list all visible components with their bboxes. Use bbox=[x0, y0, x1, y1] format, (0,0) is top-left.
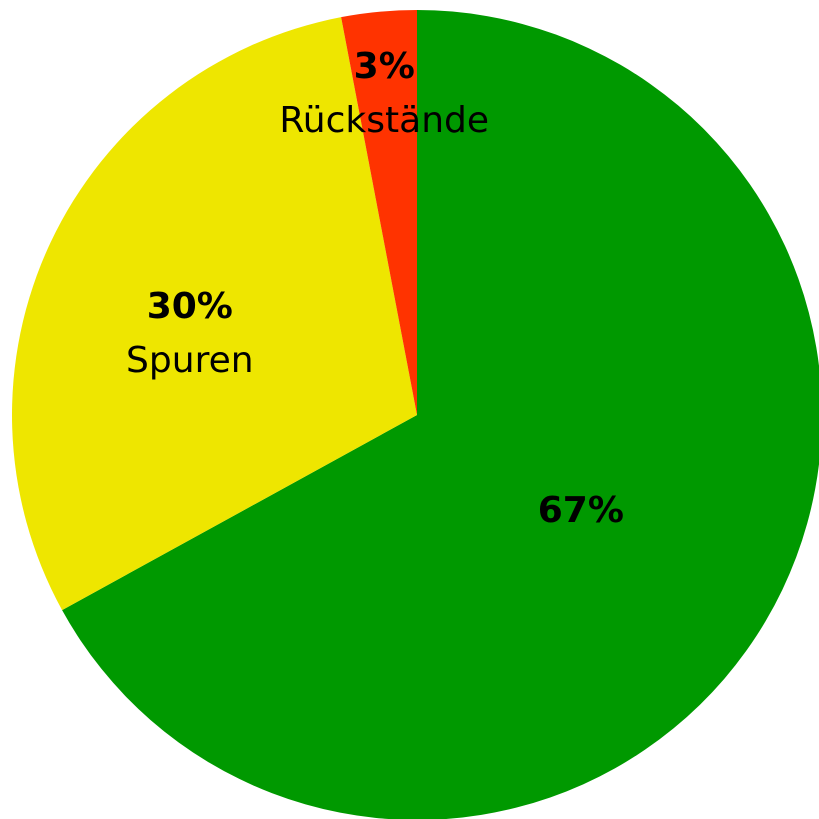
slice-value-label: 30% bbox=[147, 286, 233, 327]
slice-name-label: Spuren bbox=[126, 340, 254, 381]
pie-slice bbox=[341, 10, 417, 415]
pie-slice bbox=[62, 10, 819, 819]
slice-value-label: 3% bbox=[354, 46, 415, 87]
slice-value-label: 67% bbox=[538, 490, 624, 531]
slice-name-label: Rückstände bbox=[279, 100, 489, 141]
pie-slice bbox=[11, 17, 417, 611]
